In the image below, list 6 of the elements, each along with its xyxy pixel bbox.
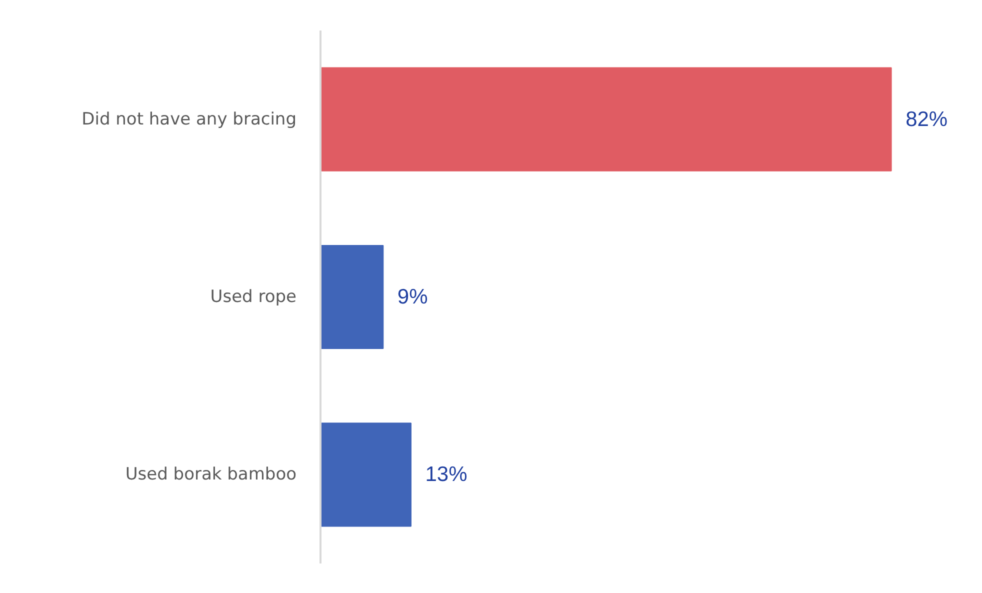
y-tick-label: Did not have any bracing bbox=[82, 109, 296, 130]
data-label: 13% bbox=[425, 463, 468, 486]
data-label: 82% bbox=[906, 108, 948, 131]
y-tick-label: Used rope bbox=[210, 287, 297, 307]
data-label: 9% bbox=[397, 286, 428, 308]
y-tick-label: Used borak bamboo bbox=[125, 464, 297, 485]
